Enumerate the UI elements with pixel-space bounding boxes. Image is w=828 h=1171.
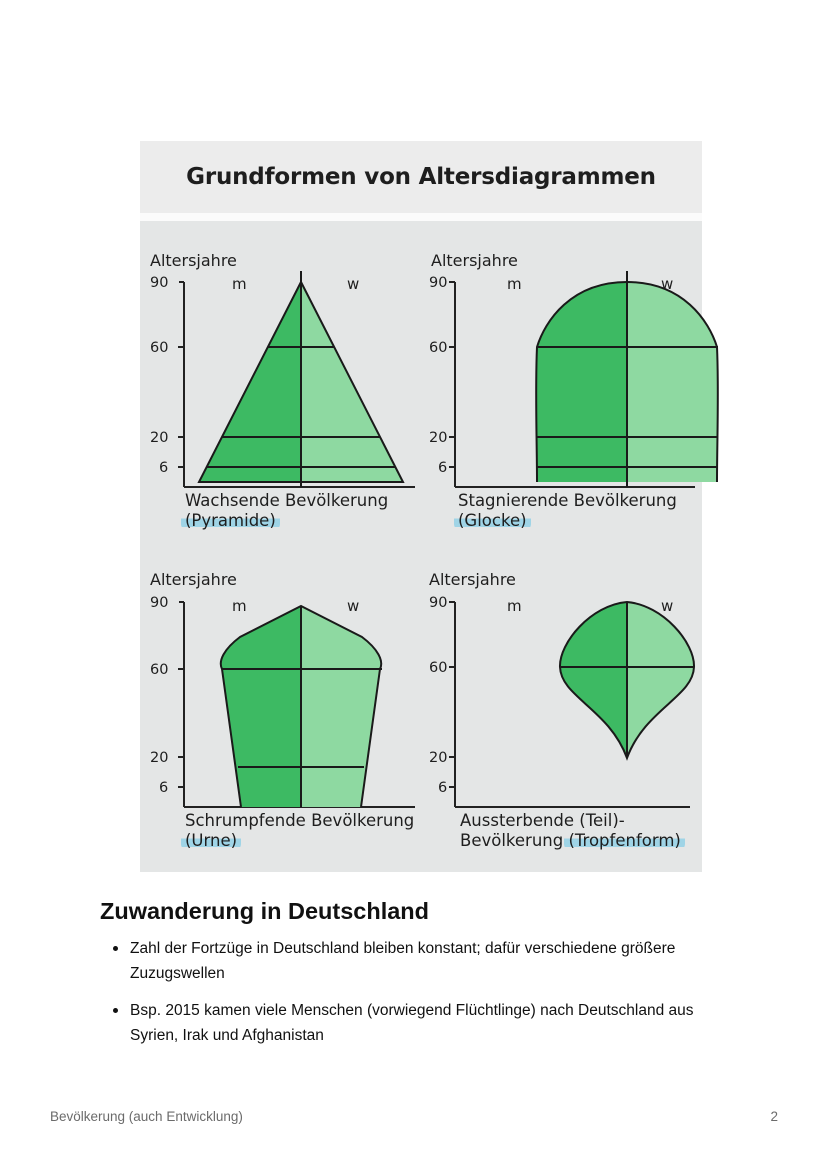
male-label: m	[507, 597, 522, 615]
panel-pyramide: Altersjahre 90 60 20 6 m w	[150, 251, 415, 488]
panel-urne: Altersjahre 90 60 20 6 m w	[150, 570, 415, 808]
list-item: Zahl der Fortzüge in Deutschland bleiben…	[100, 936, 740, 986]
list-item-text: Bsp. 2015 kamen viele Menschen (vorwiege…	[130, 1002, 694, 1044]
caption-line: Bevölkerung	[460, 831, 569, 850]
tick-90: 90	[429, 595, 447, 611]
female-shape	[627, 282, 718, 482]
bullet-icon	[113, 1008, 118, 1013]
panel-caption: Stagnierende Bevölkerung (Glocke)	[454, 491, 677, 531]
section-heading: Zuwanderung in Deutschland	[100, 898, 430, 924]
figure-title: Grundformen von Altersdiagrammen	[140, 141, 702, 213]
male-shape	[536, 282, 627, 482]
tick-6: 6	[438, 780, 447, 796]
page-number: 2	[770, 1109, 778, 1124]
y-axis-label: Altersjahre	[429, 570, 516, 589]
tick-6: 6	[438, 460, 447, 476]
caption-line: Wachsende Bevölkerung	[185, 491, 389, 510]
footer-title: Bevölkerung (auch Entwicklung)	[50, 1109, 243, 1124]
y-axis-label: Altersjahre	[431, 251, 518, 270]
list-item: Bsp. 2015 kamen viele Menschen (vorwiege…	[100, 998, 740, 1048]
male-label: m	[232, 597, 247, 615]
tick-60: 60	[150, 340, 168, 356]
figure-divider	[140, 213, 702, 221]
caption-highlight: (Glocke)	[454, 511, 531, 530]
panel-caption: Schrumpfende Bevölkerung (Urne)	[181, 811, 415, 851]
caption-highlight: (Tropfenform)	[564, 831, 685, 850]
panel-caption: Aussterbende (Teil)- Bevölkerung (Tropfe…	[460, 811, 685, 851]
tick-90: 90	[150, 595, 168, 611]
caption-highlight: (Pyramide)	[181, 511, 280, 530]
panel-tropfenform: Altersjahre 90 60 20 6 m w	[429, 570, 696, 808]
male-shape	[559, 602, 627, 758]
female-shape	[627, 602, 695, 758]
panel-glocke: Altersjahre 90 60 20 6 m w	[429, 251, 719, 488]
male-shape	[220, 606, 301, 807]
male-label: m	[507, 275, 522, 293]
y-axis-label: Altersjahre	[150, 570, 237, 589]
caption-line: Stagnierende Bevölkerung	[458, 491, 677, 510]
tick-6: 6	[159, 460, 168, 476]
tick-90: 90	[429, 275, 447, 291]
female-label: w	[347, 597, 359, 615]
male-label: m	[232, 275, 247, 293]
bullet-icon	[113, 946, 118, 951]
list-item-text: Zahl der Fortzüge in Deutschland bleiben…	[130, 940, 676, 982]
tick-60: 60	[150, 662, 168, 678]
tick-90: 90	[150, 275, 168, 291]
tick-20: 20	[429, 750, 447, 766]
tick-20: 20	[150, 430, 168, 446]
caption-line: Aussterbende (Teil)-	[460, 811, 625, 830]
caption-highlight: (Urne)	[181, 831, 242, 850]
age-diagram-figure: Grundformen von Altersdiagrammen Altersj…	[140, 141, 719, 872]
tick-60: 60	[429, 340, 447, 356]
tick-20: 20	[150, 750, 168, 766]
female-shape	[301, 606, 382, 807]
tick-20: 20	[429, 430, 447, 446]
bullet-list: Zahl der Fortzüge in Deutschland bleiben…	[100, 936, 740, 1060]
female-label: w	[347, 275, 359, 293]
panel-caption: Wachsende Bevölkerung (Pyramide)	[181, 491, 389, 531]
tick-60: 60	[429, 660, 447, 676]
tick-6: 6	[159, 780, 168, 796]
female-label: w	[661, 597, 673, 615]
figure-body: Altersjahre 90 60 20 6 m w Wachsende Bev…	[140, 221, 719, 872]
caption-line: Schrumpfende Bevölkerung	[185, 811, 415, 830]
y-axis-label: Altersjahre	[150, 251, 237, 270]
